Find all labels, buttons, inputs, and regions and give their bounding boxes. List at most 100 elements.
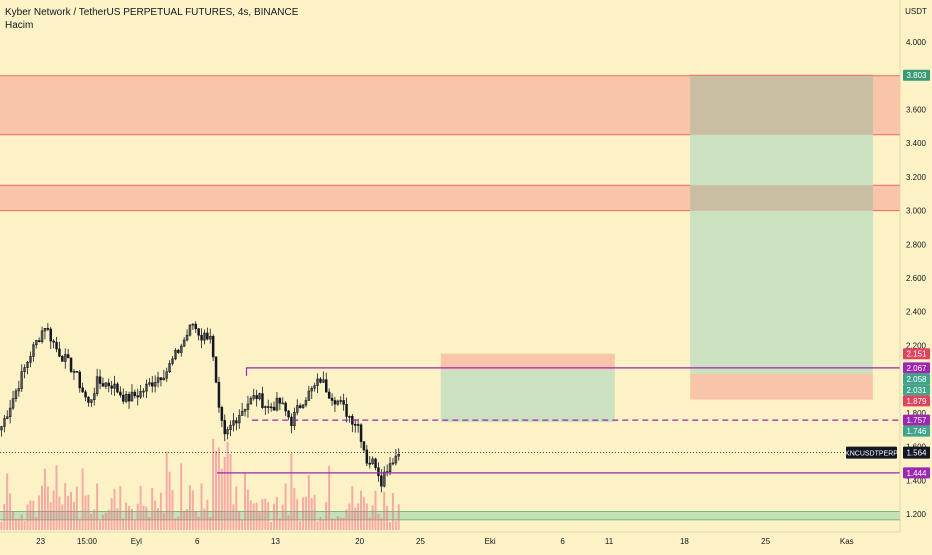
price-label-box (903, 373, 930, 385)
candle-body (49, 328, 52, 342)
candle-body (345, 404, 348, 417)
candle-body (8, 407, 12, 418)
volume-bar (212, 438, 215, 530)
candle-body (29, 356, 32, 363)
volume-bar (78, 519, 81, 530)
volume-bar (130, 508, 133, 530)
candle-body (151, 382, 154, 387)
candle-body (359, 424, 363, 442)
volume-bar (133, 519, 136, 530)
volume-bar (72, 501, 75, 530)
candle-body (61, 355, 64, 362)
candle-body (165, 371, 169, 379)
price-tick-label: 3.200 (906, 173, 927, 182)
volume-bar (220, 468, 223, 530)
volume-bar (197, 516, 200, 530)
candle-body (174, 349, 177, 360)
candle-body (391, 462, 395, 465)
candle-body (313, 385, 316, 389)
volume-bar (122, 518, 125, 530)
time-tick-label: 13 (271, 537, 280, 546)
time-tick-label: 15:00 (77, 537, 98, 546)
volume-bar (270, 521, 273, 530)
chart-title: Kyber Network / TetherUS PERPETUAL FUTUR… (5, 7, 299, 18)
price-tick-label: 2.200 (906, 341, 927, 350)
volume-bar (136, 503, 139, 530)
candle-body (43, 328, 47, 332)
time-tick-label: Eyl (131, 537, 142, 546)
candle-body (87, 396, 90, 403)
price-label-text: 1.444 (906, 469, 927, 478)
candle-body (14, 390, 18, 399)
candle-body (156, 377, 160, 383)
volume-bar (252, 503, 255, 530)
volume-bar (307, 475, 310, 530)
candle-body (177, 349, 180, 353)
volume-bar (391, 493, 394, 530)
volume-bar (165, 451, 168, 530)
price-label-box (903, 414, 930, 426)
price-tick-label: 2.400 (906, 308, 927, 317)
price-label-box (903, 384, 930, 396)
candle-body (95, 376, 99, 395)
volume-bar (383, 491, 386, 530)
price-label-text: 2.058 (906, 375, 927, 384)
volume-bar (151, 487, 154, 530)
candle-body (327, 391, 331, 399)
price-label-text: 3.803 (906, 71, 927, 80)
volume-bar (267, 502, 270, 530)
volume-bar (139, 485, 142, 530)
candle-body (252, 395, 256, 399)
candle-body (69, 357, 73, 372)
volume-bar (180, 463, 183, 530)
candle-body (148, 382, 151, 385)
candle-body (365, 449, 369, 464)
overlay-layer (0, 367, 900, 474)
candle-body (116, 383, 119, 393)
zone-position-overlap (690, 75, 873, 135)
candle-body (304, 400, 308, 406)
candle-body (255, 395, 258, 400)
candle-body (211, 336, 215, 358)
candle-body (203, 332, 206, 341)
volume-bar (145, 506, 148, 530)
price-tick-label: 2.800 (906, 240, 927, 249)
candle-body (0, 426, 3, 431)
candle-body (200, 334, 203, 341)
volume-bar (389, 521, 391, 530)
candle-body (281, 402, 284, 405)
volume-zone (0, 511, 900, 520)
volume-bar (107, 509, 110, 530)
candle-body (11, 398, 15, 409)
candle-body (194, 323, 198, 330)
candle-body (81, 387, 84, 393)
volume-bar (64, 483, 67, 530)
candle-body (333, 400, 337, 405)
volume-bar (203, 508, 206, 530)
volume-bar (275, 497, 278, 530)
zones-layer (0, 74, 900, 521)
price-label-box (903, 348, 930, 360)
volume-bar (357, 503, 360, 530)
price-tick-label: 4.000 (906, 38, 927, 47)
volume-bar (217, 447, 220, 530)
volume-bar (26, 504, 29, 530)
candle-body (310, 387, 313, 392)
candle-body (377, 467, 380, 477)
candle-body (348, 415, 351, 418)
candle-body (101, 383, 105, 387)
volume-bar (206, 499, 209, 530)
current-value-box (903, 446, 930, 459)
candle-body (75, 371, 79, 373)
candle-body (46, 328, 50, 330)
candle-body (217, 381, 221, 408)
volume-bar (35, 517, 38, 530)
time-tick-label: 23 (36, 537, 45, 546)
candle-body (229, 424, 232, 430)
price-label-box (903, 362, 930, 374)
candle-body (249, 398, 253, 405)
volume-bar (183, 510, 186, 530)
price-tick-label: 3.600 (906, 105, 927, 114)
